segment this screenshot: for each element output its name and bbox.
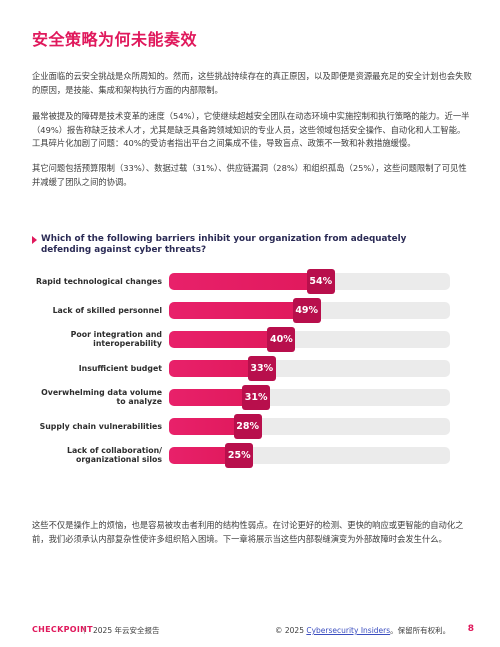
- chart-row: Poor integration and interoperability 40%: [32, 326, 462, 352]
- copyright-prefix: © 2025: [275, 626, 307, 635]
- bar: [169, 418, 248, 435]
- chart-row: Lack of skilled personnel 49%: [32, 297, 462, 323]
- bar-track: 54%: [169, 269, 450, 294]
- copyright-notice: © 2025 Cybersecurity Insiders。保留所有权利。: [275, 625, 450, 636]
- page-footer: CHECKPOINT | 2025 年云安全报告 © 2025 Cybersec…: [0, 622, 500, 640]
- page-number: 8: [467, 624, 474, 634]
- report-name: 2025 年云安全报告: [93, 626, 160, 635]
- chart-row: Rapid technological changes 54%: [32, 268, 462, 294]
- value-label: 40%: [267, 327, 296, 352]
- footer-separator: |: [83, 625, 86, 634]
- triangle-marker-icon: [32, 236, 37, 244]
- bar-track: 40%: [169, 327, 450, 352]
- bar: [169, 360, 262, 377]
- bar: [169, 273, 321, 290]
- barriers-bar-chart: Rapid technological changes 54% Lack of sk…: [32, 268, 462, 478]
- value-label: 25%: [225, 443, 254, 468]
- category-label: Lack of collaboration/ organizational si…: [67, 446, 162, 464]
- category-label: Overwhelming data volume to analyze: [41, 388, 162, 406]
- category-label: Rapid technological changes: [36, 276, 162, 286]
- bar-track: 28%: [169, 414, 450, 439]
- bar: [169, 389, 257, 406]
- value-label: 49%: [292, 298, 321, 323]
- bar: [169, 331, 282, 348]
- bar-track: 49%: [169, 298, 450, 323]
- checkpoint-logo: CHECKPOINT: [32, 625, 93, 634]
- bar-track: 31%: [169, 385, 450, 410]
- chart-row: Insufficient budget 33%: [32, 355, 462, 381]
- value-label: 33%: [247, 356, 276, 381]
- bar-track: 33%: [169, 356, 450, 381]
- category-label: Insufficient budget: [78, 363, 162, 373]
- barriers-paragraph: 最常被提及的障碍是技术变革的速度（54%），它使继续超越安全团队在动态环境中实施…: [32, 111, 470, 148]
- chart-row: Lack of collaboration/ organizational si…: [32, 442, 462, 468]
- closing-paragraph: 这些不仅是操作上的烦恼，也是容易被攻击者利用的结构性弱点。在讨论更好的检测、更快…: [32, 520, 464, 544]
- chart-row: Overwhelming data volume to analyze 31%: [32, 384, 462, 410]
- category-label: Supply chain vulnerabilities: [39, 421, 162, 431]
- value-label: 31%: [242, 385, 271, 410]
- bar: [169, 447, 240, 464]
- value-label: 54%: [306, 269, 335, 294]
- cybersecurity-insiders-link[interactable]: Cybersecurity Insiders: [306, 626, 391, 635]
- category-label: Lack of skilled personnel: [52, 305, 162, 315]
- bar: [169, 302, 307, 319]
- category-label: Poor integration and interoperability: [70, 330, 162, 348]
- page-title: 安全策略为何未能奏效: [32, 30, 198, 49]
- chart-title: Which of the following barriers inhibit …: [41, 234, 407, 255]
- other-issues-paragraph: 其它问题包括预算限制（33%）、数据过载（31%）、供应链漏洞（28%）和组织孤…: [32, 163, 467, 187]
- value-label: 28%: [233, 414, 262, 439]
- intro-paragraph: 企业面临的云安全挑战是众所周知的。然而，这些挑战持续存在的真正原因，以及即便是资…: [32, 71, 472, 95]
- chart-row: Supply chain vulnerabilities 28%: [32, 413, 462, 439]
- copyright-suffix: 。保留所有权利。: [390, 626, 451, 635]
- bar-track: 25%: [169, 443, 450, 468]
